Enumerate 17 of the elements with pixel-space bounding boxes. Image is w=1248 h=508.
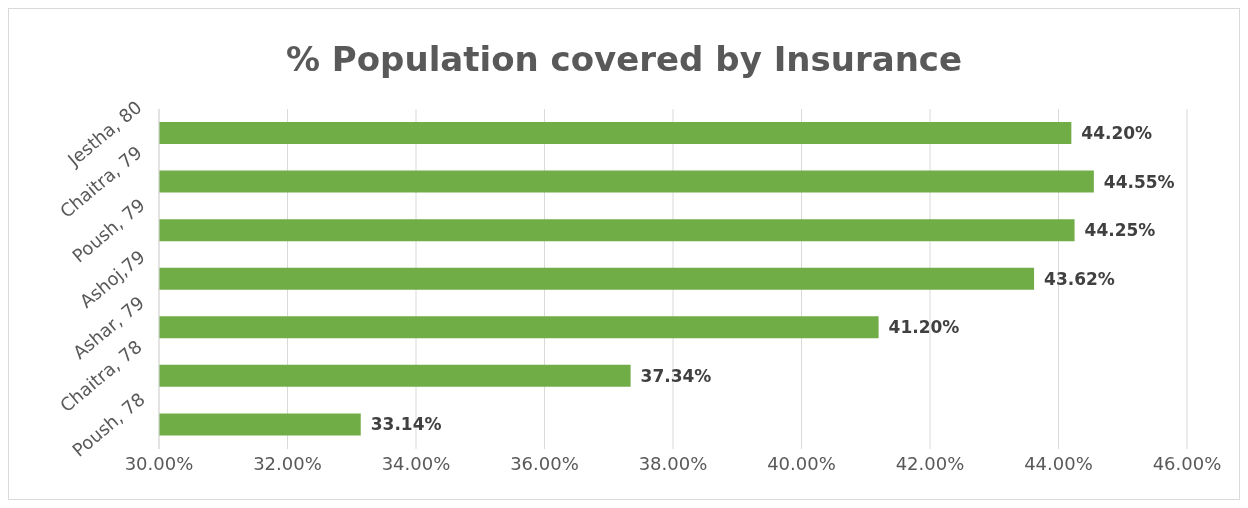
data-label: 43.62%: [1044, 268, 1115, 289]
x-tick-label: 40.00%: [767, 452, 836, 474]
x-tick-label: 36.00%: [510, 452, 579, 474]
data-label: 33.14%: [370, 414, 442, 435]
data-label: 44.55%: [1103, 171, 1175, 192]
x-tick-label: 30.00%: [124, 452, 194, 474]
x-tick-label: 38.00%: [638, 452, 708, 474]
data-label: 41.20%: [888, 317, 960, 338]
x-tick-label: 34.00%: [381, 452, 451, 474]
x-tick-label: 32.00%: [253, 452, 322, 474]
chart-title: % Population covered by Insurance: [285, 39, 963, 79]
x-tick-label: 42.00%: [895, 452, 965, 474]
data-label: 44.20%: [1081, 123, 1153, 144]
x-tick-label: 46.00%: [1152, 452, 1222, 474]
data-label: 44.25%: [1084, 220, 1156, 241]
x-tick-label: 44.00%: [1024, 452, 1093, 474]
data-label: 37.34%: [640, 365, 712, 386]
